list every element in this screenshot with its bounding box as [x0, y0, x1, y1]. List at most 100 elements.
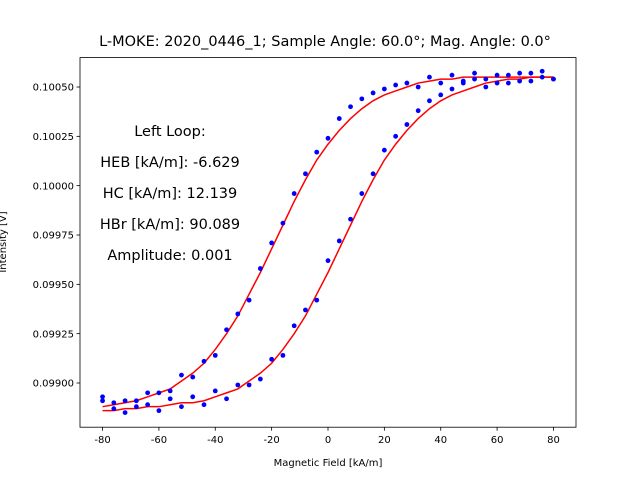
- y-tick-label: 0.10000: [33, 181, 74, 192]
- data-point: [167, 388, 173, 394]
- data-point: [280, 220, 286, 226]
- data-point: [449, 86, 455, 92]
- annotation: Amplitude: 0.001: [107, 248, 232, 264]
- data-point: [359, 191, 365, 196]
- data-point: [381, 147, 387, 153]
- data-point: [494, 80, 500, 86]
- data-point: [224, 396, 229, 402]
- data-point: [212, 352, 218, 358]
- data-point: [212, 388, 218, 394]
- y-tick-label: 0.09925: [33, 329, 74, 340]
- x-tick-label: -40: [207, 435, 223, 446]
- x-tick-label: -20: [263, 435, 279, 446]
- x-tick-label: 20: [378, 435, 391, 446]
- data-point: [427, 74, 432, 80]
- data-point: [190, 394, 196, 400]
- data-point: [100, 394, 105, 400]
- data-point: [348, 216, 353, 222]
- data-point: [156, 408, 162, 414]
- data-point: [179, 404, 184, 410]
- data-point: [472, 70, 477, 76]
- data-point: [415, 84, 421, 90]
- data-point: [483, 76, 489, 82]
- data-point: [551, 76, 556, 82]
- data-point: [528, 70, 534, 76]
- data-point: [224, 327, 229, 333]
- y-tick-label: 0.10025: [33, 132, 74, 143]
- plot-area: [100, 68, 556, 415]
- x-tick-label: 40: [434, 435, 447, 446]
- data-point: [201, 402, 207, 408]
- y-tick-label: 0.09900: [33, 379, 74, 390]
- data-point: [404, 122, 410, 127]
- data-point: [190, 374, 196, 380]
- data-point: [393, 82, 399, 88]
- data-point: [336, 238, 342, 244]
- data-point: [415, 108, 421, 114]
- data-point: [314, 297, 320, 303]
- x-tick-label: -60: [151, 435, 167, 446]
- data-point: [483, 84, 489, 90]
- data-point: [257, 266, 263, 271]
- data-point: [517, 70, 523, 76]
- y-axis-label: Intensity [V]: [0, 211, 9, 272]
- data-point: [167, 396, 173, 402]
- data-point: [505, 72, 511, 78]
- data-point: [404, 80, 410, 86]
- data-point: [179, 372, 184, 378]
- data-point: [472, 76, 477, 82]
- data-point: [325, 135, 331, 141]
- chart-title: L-MOKE: 2020_0446_1; Sample Angle: 60.0°…: [99, 34, 551, 50]
- data-point: [438, 92, 444, 98]
- data-point: [133, 398, 139, 404]
- annotation: Left Loop:: [134, 124, 206, 140]
- data-point: [291, 323, 297, 329]
- data-point: [314, 149, 320, 155]
- x-tick-label: 0: [325, 435, 331, 446]
- data-point: [269, 240, 275, 246]
- data-point: [257, 376, 263, 382]
- data-point: [156, 390, 162, 396]
- data-point: [381, 86, 387, 92]
- data-point: [370, 90, 376, 96]
- data-point: [145, 390, 151, 396]
- annotation: HEB [kA/m]: -6.629: [100, 155, 240, 171]
- annotation: HC [kA/m]: 12.139: [103, 186, 238, 202]
- annotations: Left Loop: HEB [kA/m]: -6.629 HC [kA/m]: 1…: [100, 124, 240, 264]
- data-point: [460, 80, 466, 86]
- x-tick-label: 80: [547, 435, 560, 446]
- data-point: [370, 171, 376, 177]
- data-point: [427, 98, 432, 104]
- data-point: [235, 311, 241, 317]
- data-point: [303, 307, 308, 313]
- annotation: HBr [kA/m]: 90.089: [100, 217, 240, 233]
- data-point: [449, 72, 455, 78]
- fit-line: [102, 76, 554, 412]
- data-point: [505, 80, 511, 86]
- y-tick-label: 0.09975: [33, 231, 74, 242]
- x-tick-label: -80: [94, 435, 110, 446]
- data-point: [246, 382, 252, 388]
- data-point: [145, 402, 151, 408]
- data-point: [359, 96, 365, 102]
- data-point: [517, 78, 523, 84]
- fit-line: [102, 76, 554, 408]
- data-point: [348, 104, 353, 110]
- y-tick-label: 0.09950: [33, 280, 74, 291]
- x-tick-label: 60: [491, 435, 504, 446]
- data-point: [539, 74, 545, 80]
- data-point: [133, 404, 139, 410]
- data-point: [100, 398, 105, 404]
- data-point: [291, 191, 297, 196]
- data-point: [539, 68, 545, 74]
- data-point: [122, 410, 128, 415]
- y-tick-label: 0.10050: [33, 83, 74, 94]
- data-point: [336, 116, 342, 121]
- data-point: [325, 258, 331, 264]
- data-point: [303, 171, 308, 177]
- x-axis-label: Magnetic Field [kA/m]: [274, 458, 383, 469]
- data-point: [280, 352, 286, 358]
